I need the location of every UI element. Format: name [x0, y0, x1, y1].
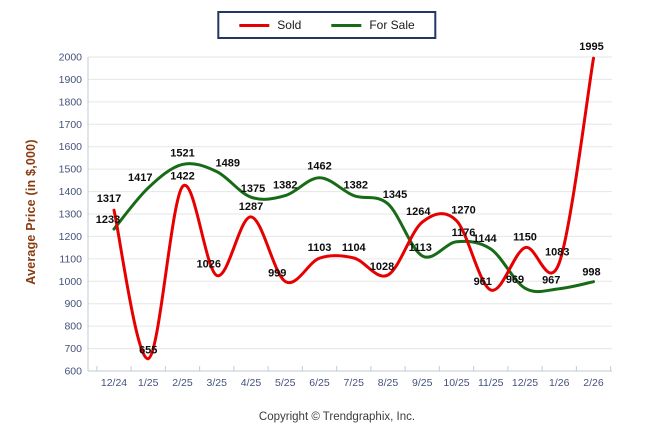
data-label-for-sale: 1462 — [307, 161, 331, 173]
legend-label-for-sale: For Sale — [369, 18, 415, 32]
legend-item-sold: Sold — [239, 18, 301, 32]
for-sale-line-swatch — [331, 23, 362, 27]
data-label-sold: 1104 — [342, 242, 367, 254]
y-axis-title: Average Price (in $,000) — [24, 139, 38, 285]
data-label-sold: 1422 — [170, 171, 194, 183]
data-label-sold: 999 — [268, 268, 286, 280]
data-label-for-sale: 1521 — [170, 147, 194, 159]
data-label-for-sale: 1144 — [473, 233, 498, 245]
x-tick-label: 9/25 — [412, 377, 433, 389]
data-label-for-sale: 1382 — [273, 180, 297, 192]
data-label-for-sale: 1345 — [383, 189, 407, 201]
sold-line-swatch — [239, 23, 270, 27]
y-tick-label: 1100 — [59, 253, 82, 265]
copyright-text: Copyright © Trendgraphix, Inc. — [258, 411, 416, 423]
data-label-sold: 1150 — [513, 232, 537, 244]
y-tick-label: 1000 — [59, 276, 83, 288]
data-label-sold: 1287 — [239, 201, 263, 213]
x-tick-label: 11/25 — [478, 377, 504, 389]
x-tick-label: 1/25 — [138, 377, 159, 389]
x-tick-label: 5/25 — [275, 377, 296, 389]
x-tick-label: 2/25 — [172, 377, 193, 389]
data-label-sold: 1083 — [545, 247, 569, 259]
data-label-sold: 1103 — [308, 242, 332, 254]
data-label-for-sale: 1382 — [344, 180, 368, 192]
data-label-for-sale: 969 — [506, 274, 524, 286]
legend-item-for-sale: For Sale — [331, 18, 415, 32]
data-label-sold: 1026 — [197, 258, 221, 270]
x-tick-label: 10/25 — [443, 377, 469, 389]
data-label-for-sale: 967 — [542, 275, 560, 287]
x-tick-label: 3/25 — [207, 377, 228, 389]
y-tick-label: 1800 — [59, 96, 83, 108]
y-tick-label: 1900 — [59, 74, 83, 86]
data-label-sold: 961 — [474, 276, 492, 288]
legend: Sold For Sale — [217, 11, 437, 39]
y-tick-label: 1300 — [59, 209, 83, 221]
data-label-sold: 1264 — [406, 206, 431, 218]
y-tick-label: 1600 — [59, 141, 83, 153]
x-tick-label: 1/26 — [549, 377, 570, 389]
y-tick-label: 800 — [64, 321, 82, 333]
x-tick-label: 7/25 — [344, 377, 365, 389]
x-tick-label: 12/24 — [101, 377, 127, 389]
y-tick-label: 900 — [64, 298, 82, 310]
series-line-sold — [112, 56, 595, 361]
x-tick-label: 2/26 — [583, 377, 604, 389]
data-label-for-sale: 1233 — [96, 214, 120, 226]
data-label-for-sale: 1417 — [128, 172, 152, 184]
data-label-for-sale: 1113 — [409, 242, 432, 254]
data-label-for-sale: 1375 — [241, 183, 265, 195]
data-label-sold: 1317 — [97, 193, 121, 205]
y-tick-label: 600 — [64, 366, 82, 378]
y-tick-label: 1200 — [59, 231, 83, 243]
data-label-for-sale: 998 — [582, 267, 600, 279]
legend-label-sold: Sold — [277, 18, 302, 32]
x-tick-label: 4/25 — [241, 377, 262, 389]
data-label-for-sale: 1176 — [452, 227, 476, 239]
x-tick-label: 6/25 — [309, 377, 330, 389]
x-tick-label: 12/25 — [512, 377, 538, 389]
y-tick-label: 1400 — [59, 186, 83, 198]
data-label-sold: 1028 — [370, 261, 394, 273]
data-label-sold: 1995 — [579, 41, 603, 53]
y-tick-label: 1700 — [59, 119, 83, 131]
data-label-sold: 655 — [139, 345, 157, 357]
series-line-for-sale — [112, 162, 595, 294]
y-tick-label: 2000 — [59, 52, 83, 64]
x-tick-label: 8/25 — [378, 377, 399, 389]
y-tick-label: 1500 — [59, 164, 83, 176]
y-tick-label: 700 — [64, 343, 82, 355]
data-label-for-sale: 1489 — [216, 158, 240, 170]
data-label-sold: 1270 — [451, 205, 475, 217]
